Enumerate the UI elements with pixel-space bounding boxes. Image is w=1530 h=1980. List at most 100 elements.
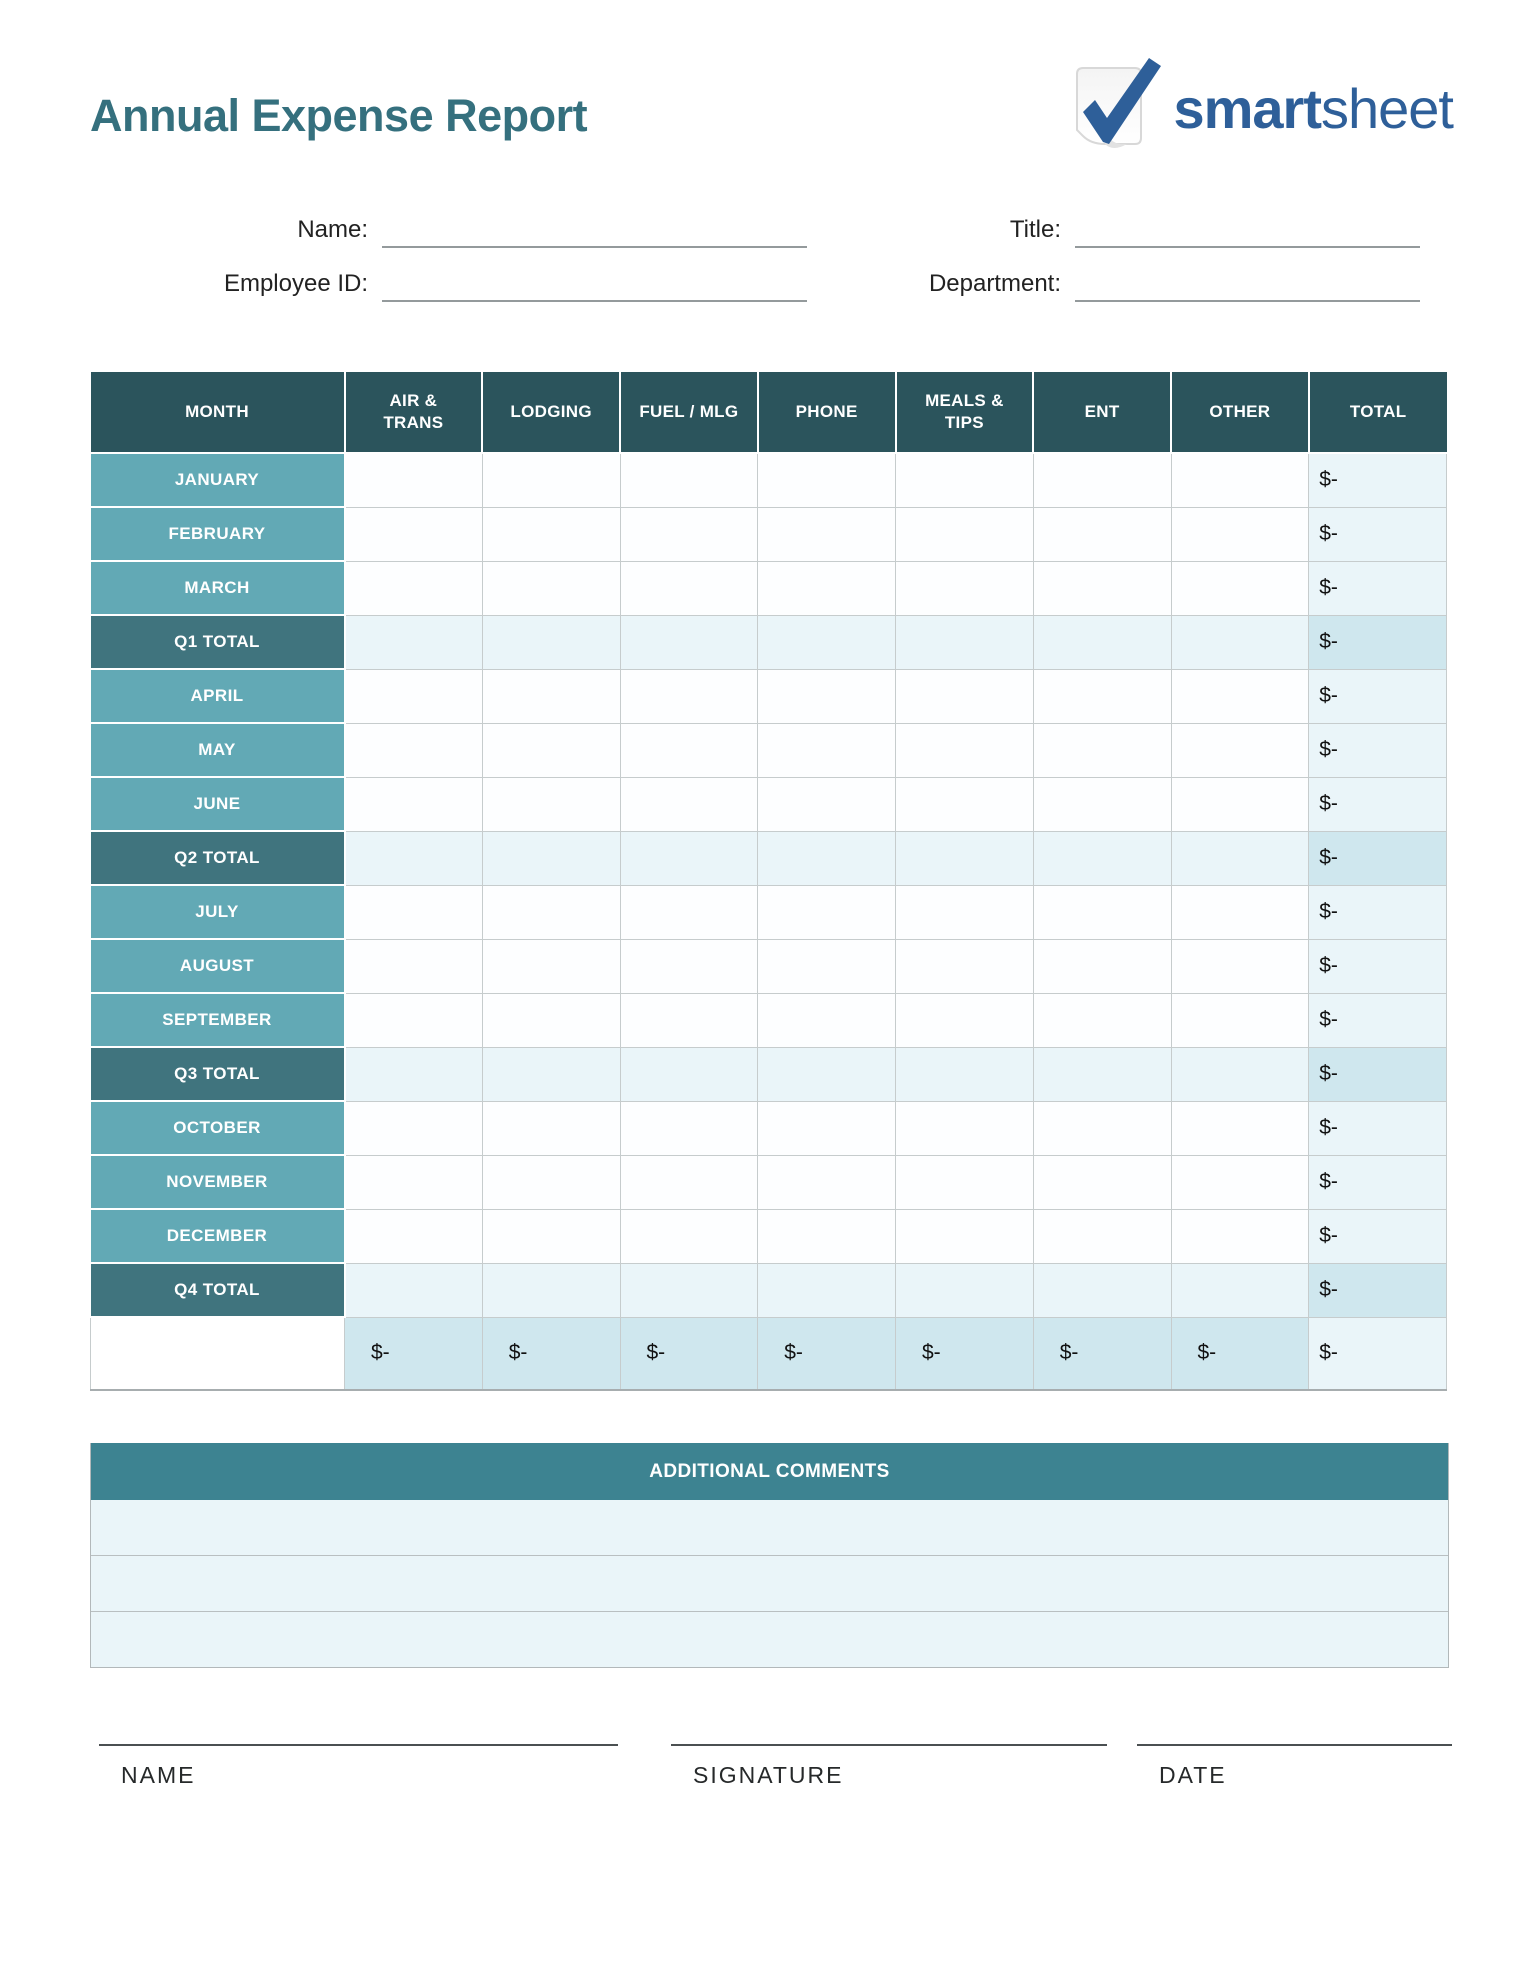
- expense-cell[interactable]: [1170, 560, 1310, 616]
- expense-cell[interactable]: [344, 776, 483, 832]
- expense-cell[interactable]: [481, 1154, 621, 1210]
- expense-cell[interactable]: [895, 776, 1034, 832]
- expense-cell[interactable]: [1032, 884, 1172, 940]
- expense-cell[interactable]: [481, 668, 621, 724]
- name-input-line[interactable]: [382, 214, 807, 248]
- expense-cell[interactable]: [344, 668, 483, 724]
- expense-cell[interactable]: [757, 884, 896, 940]
- expense-cell[interactable]: [1032, 452, 1172, 508]
- expense-cell[interactable]: [344, 722, 483, 778]
- expense-cell[interactable]: [481, 938, 621, 994]
- date-signature-line[interactable]: [1137, 1744, 1452, 1746]
- employee-id-label: Employee ID:: [223, 270, 368, 297]
- expense-cell[interactable]: [619, 668, 759, 724]
- expense-cell[interactable]: [757, 452, 896, 508]
- expense-cell[interactable]: [481, 452, 621, 508]
- title-input-line[interactable]: [1075, 214, 1420, 248]
- page-header: Annual Expense Report smartsheet: [90, 58, 1455, 160]
- expense-cell[interactable]: [1032, 1208, 1172, 1264]
- expense-cell[interactable]: [619, 722, 759, 778]
- comment-row[interactable]: [91, 1500, 1448, 1555]
- expense-cell[interactable]: [895, 1154, 1034, 1210]
- expense-cell[interactable]: [1032, 1100, 1172, 1156]
- expense-cell[interactable]: [344, 1154, 483, 1210]
- expense-cell[interactable]: [895, 992, 1034, 1048]
- expense-cell[interactable]: [757, 1154, 896, 1210]
- expense-cell[interactable]: [481, 776, 621, 832]
- expense-cell[interactable]: [481, 722, 621, 778]
- expense-cell[interactable]: [344, 1208, 483, 1264]
- expense-cell[interactable]: [757, 722, 896, 778]
- expense-cell[interactable]: [619, 992, 759, 1048]
- expense-cell[interactable]: [1032, 938, 1172, 994]
- comment-row[interactable]: [91, 1611, 1448, 1667]
- expense-cell[interactable]: [1032, 668, 1172, 724]
- expense-cell[interactable]: [481, 560, 621, 616]
- expense-cell[interactable]: [619, 452, 759, 508]
- expense-cell[interactable]: [1170, 722, 1310, 778]
- expense-cell[interactable]: [481, 1208, 621, 1264]
- expense-cell[interactable]: [1032, 560, 1172, 616]
- expense-cell[interactable]: [344, 992, 483, 1048]
- expense-cell[interactable]: [895, 560, 1034, 616]
- expense-cell[interactable]: [895, 452, 1034, 508]
- expense-cell[interactable]: [895, 1100, 1034, 1156]
- expense-cell[interactable]: [1032, 722, 1172, 778]
- total-cell: $-: [1308, 722, 1447, 778]
- expense-cell[interactable]: [481, 506, 621, 562]
- expense-cell[interactable]: [895, 506, 1034, 562]
- expense-cell[interactable]: [619, 938, 759, 994]
- row-label: SEPTEMBER: [90, 993, 346, 1048]
- expense-cell[interactable]: [619, 884, 759, 940]
- expense-cell[interactable]: [1170, 452, 1310, 508]
- expense-cell[interactable]: [757, 560, 896, 616]
- expense-cell[interactable]: [619, 776, 759, 832]
- expense-cell[interactable]: [1170, 1100, 1310, 1156]
- expense-cell[interactable]: [344, 938, 483, 994]
- expense-cell[interactable]: [344, 884, 483, 940]
- expense-cell[interactable]: [619, 560, 759, 616]
- expense-cell[interactable]: [1170, 884, 1310, 940]
- expense-cell[interactable]: [895, 938, 1034, 994]
- expense-cell[interactable]: [481, 884, 621, 940]
- expense-cell[interactable]: [619, 1208, 759, 1264]
- comment-row[interactable]: [91, 1555, 1448, 1611]
- expense-cell[interactable]: [619, 1100, 759, 1156]
- expense-cell[interactable]: [1170, 668, 1310, 724]
- expense-cell[interactable]: [757, 668, 896, 724]
- expense-cell[interactable]: [895, 884, 1034, 940]
- total-cell: $-: [1308, 452, 1447, 508]
- expense-cell[interactable]: [895, 668, 1034, 724]
- department-input-line[interactable]: [1075, 268, 1420, 302]
- expense-cell[interactable]: [1032, 992, 1172, 1048]
- expense-cell[interactable]: [757, 938, 896, 994]
- expense-cell[interactable]: [1032, 776, 1172, 832]
- expense-cell[interactable]: [1032, 506, 1172, 562]
- expense-cell[interactable]: [344, 1100, 483, 1156]
- expense-cell[interactable]: [1170, 506, 1310, 562]
- expense-cell[interactable]: [481, 992, 621, 1048]
- expense-cell[interactable]: [481, 1100, 621, 1156]
- expense-cell[interactable]: [757, 776, 896, 832]
- expense-cell[interactable]: [1170, 1154, 1310, 1210]
- expense-cell[interactable]: [895, 1208, 1034, 1264]
- name-signature-line[interactable]: [99, 1744, 618, 1746]
- expense-cell[interactable]: [1170, 1208, 1310, 1264]
- signature-signature-line[interactable]: [671, 1744, 1107, 1746]
- expense-cell[interactable]: [757, 992, 896, 1048]
- row-label: MARCH: [90, 561, 346, 616]
- expense-cell[interactable]: [344, 452, 483, 508]
- employee-id-input-line[interactable]: [382, 268, 807, 302]
- expense-cell[interactable]: [757, 1208, 896, 1264]
- expense-cell[interactable]: [344, 506, 483, 562]
- expense-cell[interactable]: [619, 506, 759, 562]
- expense-cell[interactable]: [1170, 776, 1310, 832]
- expense-cell[interactable]: [1170, 938, 1310, 994]
- expense-cell[interactable]: [1170, 992, 1310, 1048]
- expense-cell[interactable]: [895, 722, 1034, 778]
- expense-cell[interactable]: [619, 1154, 759, 1210]
- expense-cell[interactable]: [344, 560, 483, 616]
- expense-cell[interactable]: [757, 506, 896, 562]
- expense-cell[interactable]: [757, 1100, 896, 1156]
- expense-cell[interactable]: [1032, 1154, 1172, 1210]
